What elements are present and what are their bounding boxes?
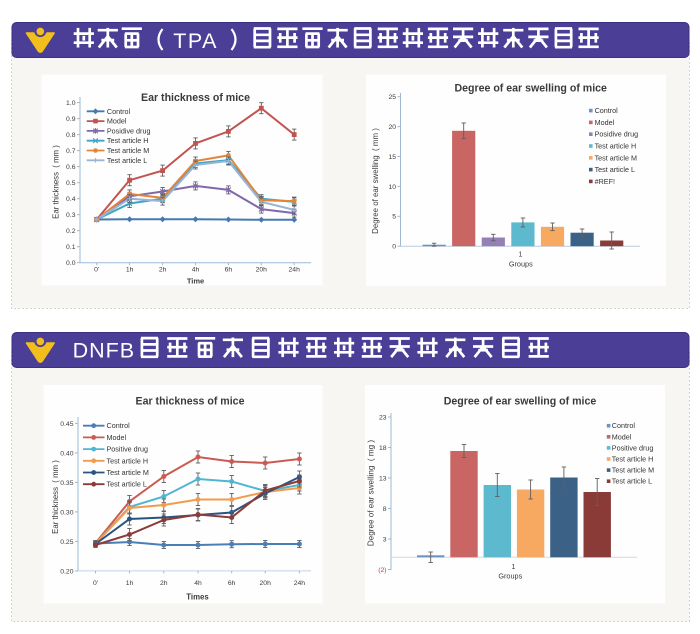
svg-text:Time: Time: [187, 277, 204, 286]
svg-text:6h: 6h: [225, 267, 233, 274]
svg-text:Control: Control: [107, 107, 131, 116]
svg-text:Test article M: Test article M: [612, 466, 654, 475]
svg-text:Test article H: Test article H: [595, 142, 637, 151]
svg-text:0: 0: [392, 244, 396, 251]
svg-text:Degree of ear swelling of mice: Degree of ear swelling of mice: [454, 83, 607, 95]
svg-text:13: 13: [379, 475, 387, 482]
svg-text:Test article M: Test article M: [107, 146, 149, 155]
svg-text:Test article H: Test article H: [612, 455, 654, 464]
svg-text:Model: Model: [612, 432, 632, 441]
svg-text:1h: 1h: [126, 267, 134, 274]
svg-text:1h: 1h: [126, 580, 134, 587]
svg-text:2h: 2h: [159, 267, 167, 274]
svg-text:0.25: 0.25: [60, 539, 73, 546]
svg-text:5: 5: [392, 214, 396, 221]
svg-text:Model: Model: [595, 118, 615, 127]
svg-text:2h: 2h: [160, 580, 168, 587]
svg-text:Ear thickness of mice: Ear thickness of mice: [141, 92, 250, 104]
svg-text:Posidive drug: Posidive drug: [107, 126, 151, 135]
svg-text:Model: Model: [107, 433, 127, 442]
svg-text:0.40: 0.40: [60, 450, 73, 457]
svg-text:0.30: 0.30: [60, 509, 73, 516]
svg-text:23: 23: [379, 414, 387, 421]
svg-text:24h: 24h: [289, 267, 301, 274]
svg-text:0.3: 0.3: [66, 212, 76, 219]
svg-text:Test article L: Test article L: [612, 477, 652, 486]
svg-text:TPA: TPA: [173, 29, 218, 53]
svg-text:Model: Model: [107, 117, 127, 126]
svg-text:Degree of ear swelling of mice: Degree of ear swelling of mice: [444, 396, 597, 408]
svg-text:4h: 4h: [194, 580, 202, 587]
svg-text:0.45: 0.45: [60, 421, 73, 428]
svg-text:0.9: 0.9: [66, 116, 76, 123]
svg-text:6h: 6h: [228, 580, 236, 587]
svg-text:Degree of ear swelling ( mm ): Degree of ear swelling ( mm ): [371, 128, 380, 234]
svg-text:1: 1: [518, 252, 522, 259]
svg-text:8: 8: [383, 506, 387, 513]
svg-text:20h: 20h: [256, 267, 268, 274]
svg-text:Positive drug: Positive drug: [107, 445, 149, 454]
svg-text:#REF!: #REF!: [595, 177, 615, 186]
svg-text:Positive drug: Positive drug: [612, 443, 654, 452]
svg-text:Degree of ear swelling ( mg ): Degree of ear swelling ( mg ): [367, 440, 376, 546]
svg-text:Ear thickness ( mm ): Ear thickness ( mm ): [51, 460, 60, 534]
svg-text:DNFB: DNFB: [73, 339, 136, 363]
svg-text:Test article L: Test article L: [107, 156, 147, 165]
svg-text:24h: 24h: [294, 580, 306, 587]
svg-text:1.0: 1.0: [66, 100, 76, 107]
svg-text:25: 25: [388, 94, 396, 101]
svg-text:Test article H: Test article H: [107, 136, 149, 145]
svg-text:0.35: 0.35: [60, 480, 73, 487]
svg-text:20h: 20h: [260, 580, 272, 587]
svg-text:0.1: 0.1: [66, 244, 76, 251]
svg-text:Control: Control: [595, 106, 619, 115]
svg-text:Control: Control: [612, 421, 636, 430]
svg-text:20: 20: [388, 124, 396, 131]
svg-text:0': 0': [93, 580, 98, 587]
svg-text:0': 0': [94, 267, 99, 274]
svg-text:Test article M: Test article M: [107, 468, 149, 477]
svg-text:Groups: Groups: [509, 260, 533, 269]
svg-text:Control: Control: [107, 421, 131, 430]
svg-text:Test article L: Test article L: [107, 480, 147, 489]
svg-text:0.4: 0.4: [66, 196, 76, 203]
svg-text:Groups: Groups: [498, 572, 522, 581]
svg-text:0.5: 0.5: [66, 180, 76, 187]
svg-text:10: 10: [388, 184, 396, 191]
svg-text:15: 15: [388, 154, 396, 161]
svg-text:4h: 4h: [192, 267, 200, 274]
svg-text:Times: Times: [186, 593, 209, 602]
svg-text:1: 1: [512, 564, 516, 571]
svg-text:(2): (2): [378, 567, 386, 574]
svg-text:0.8: 0.8: [66, 132, 76, 139]
svg-text:0.0: 0.0: [66, 260, 76, 267]
svg-text:0.7: 0.7: [66, 148, 76, 155]
svg-text:Ear thickness of mice: Ear thickness of mice: [136, 396, 245, 408]
svg-text:Posidive drug: Posidive drug: [595, 130, 639, 139]
svg-text:0.20: 0.20: [60, 568, 73, 575]
svg-text:Test article L: Test article L: [595, 165, 635, 174]
svg-text:Test article M: Test article M: [595, 153, 637, 162]
svg-text:18: 18: [379, 445, 387, 452]
svg-text:Ear thickness ( mm ): Ear thickness ( mm ): [52, 145, 61, 219]
svg-text:0.6: 0.6: [66, 164, 76, 171]
svg-text:0.2: 0.2: [66, 228, 76, 235]
svg-text:Test article H: Test article H: [107, 456, 149, 465]
svg-text:3: 3: [383, 536, 387, 543]
